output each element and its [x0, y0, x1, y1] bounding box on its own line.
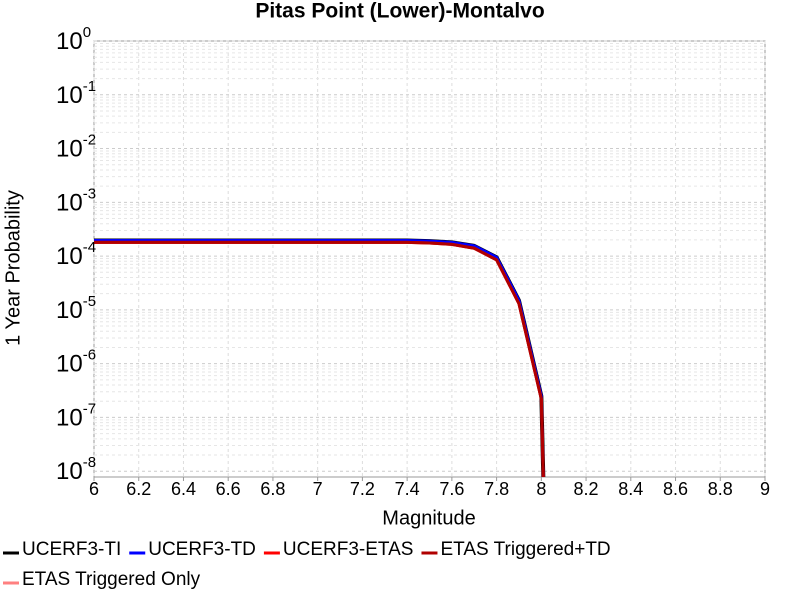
y-tick-label: 10-6 [56, 347, 96, 378]
x-tick-label: 6.4 [171, 479, 196, 499]
y-tick-label: 10-2 [56, 132, 96, 163]
x-axis-label: Magnitude [382, 507, 475, 529]
x-tick-label: 7.2 [350, 479, 375, 499]
x-tick-label: 8.8 [708, 479, 733, 499]
legend-label: UCERF3-TD [148, 539, 256, 560]
y-tick-label: 10-1 [56, 78, 96, 109]
x-tick-label: 7.6 [439, 479, 464, 499]
x-tick-label: 9 [760, 479, 770, 499]
x-tick-label: 8.6 [663, 479, 688, 499]
x-tick-label: 7.4 [395, 479, 420, 499]
x-tick-label: 8.4 [618, 479, 643, 499]
x-tick-label: 6.6 [216, 479, 241, 499]
legend-item: UCERF3-TI [3, 539, 121, 560]
y-tick-label: 10-8 [56, 454, 96, 485]
legend-label: ETAS Triggered Only [22, 569, 201, 590]
y-tick-label: 100 [56, 24, 91, 55]
x-tick-label: 7 [313, 479, 323, 499]
x-tick-label: 6.8 [260, 479, 285, 499]
y-tick-label: 10-3 [56, 185, 96, 216]
legend-item: ETAS Triggered+TD [421, 539, 611, 560]
x-tick-label: 6 [89, 479, 99, 499]
x-tick-label: 6.2 [126, 479, 151, 499]
series-line [94, 239, 545, 477]
y-tick-label: 10-4 [56, 239, 96, 270]
chart-title: Pitas Point (Lower)-Montalvo [255, 0, 544, 23]
legend-item: UCERF3-ETAS [263, 539, 414, 560]
x-tick-label: 8.2 [574, 479, 599, 499]
x-tick-label: 7.8 [484, 479, 509, 499]
legend-label: UCERF3-TI [22, 539, 121, 560]
y-tick-label: 10-5 [56, 293, 96, 324]
y-tick-label: 10-7 [56, 400, 96, 431]
legend-label: UCERF3-ETAS [283, 539, 414, 560]
legend-label: ETAS Triggered+TD [440, 539, 610, 560]
series-line [94, 240, 545, 477]
y-axis-label: 1 Year Probability [2, 190, 24, 346]
x-tick-label: 8 [536, 479, 546, 499]
legend-item: ETAS Triggered Only [3, 569, 201, 590]
legend-item: UCERF3-TD [129, 539, 256, 560]
